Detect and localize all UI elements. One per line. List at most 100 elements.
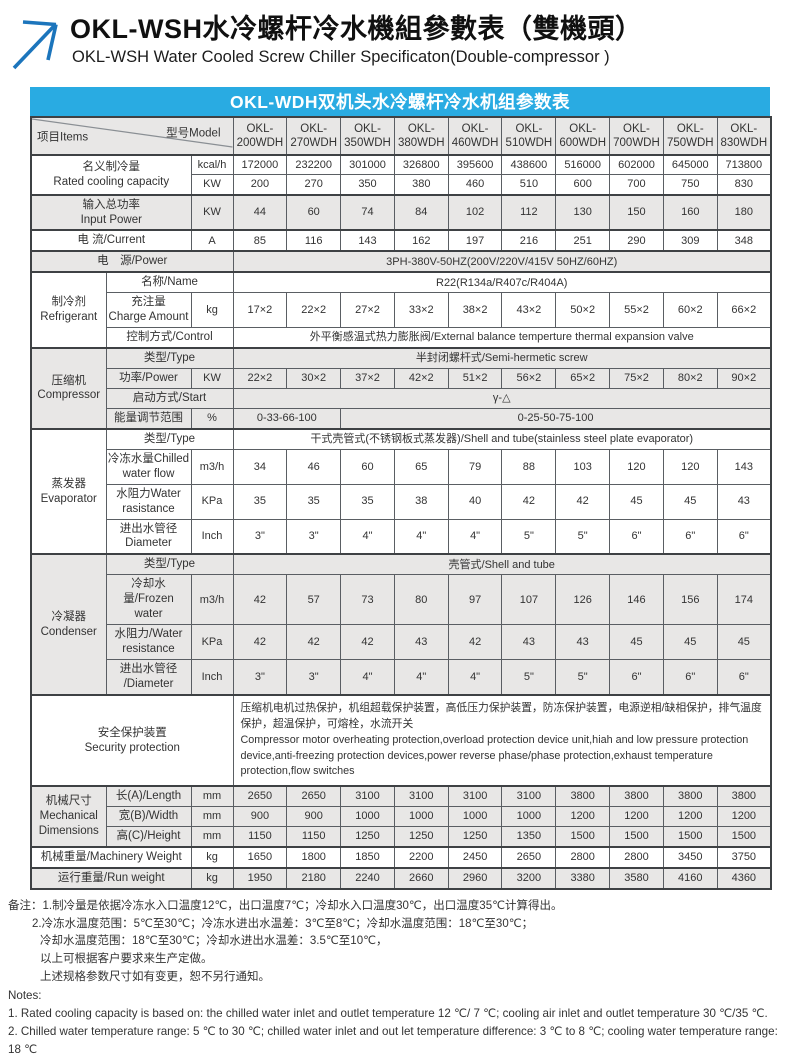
value-cell: 45 — [609, 483, 664, 520]
table-row: 高(C)/Height mm 1150 1150 1250 1250 1250 1350 150… — [31, 825, 772, 848]
table-row: 安全保护装置 Security protection 压缩机电机过热保护，机组超载保… — [30, 693, 772, 787]
value-cell: 3" — [232, 518, 288, 555]
value-cell: 3800 — [609, 785, 664, 808]
page-title-cn: OKL-WSH水冷螺杆冷水機組參數表（雙機頭） — [70, 14, 643, 44]
value-cell: 103 — [555, 448, 611, 485]
value-cell: 4160 — [662, 866, 718, 890]
unit-cell: m3/h — [190, 448, 234, 485]
unit-cell: kg — [190, 845, 234, 869]
value-cell: 35 — [340, 483, 395, 520]
value-cell: 1000 — [447, 806, 503, 827]
value-cell: 172000 — [232, 154, 288, 176]
value-cell: 516000 — [555, 154, 611, 176]
value-cell: 74 — [340, 193, 395, 231]
value-cell: 2650 — [232, 785, 288, 808]
unit-cell: kcal/h — [190, 154, 234, 176]
value-cell: 80×2 — [662, 368, 718, 389]
value-cell: 301000 — [340, 154, 395, 176]
value-cell: 380 — [393, 174, 449, 196]
table-row: 电 源/Power 3PH-380V-50HZ(200V/220V/415V 50… — [30, 250, 772, 273]
merged-value-cell: 干式壳管式(不锈钢板式蒸发器)/Shell and tube(stainless… — [232, 427, 772, 450]
value-cell: 35 — [286, 483, 342, 520]
value-cell: 75×2 — [609, 368, 664, 389]
table-row: 蒸发器 Evaporator 类型/Type 干式壳管式(不锈钢板式蒸发器)/Shel… — [30, 427, 772, 555]
value-cell: 1150 — [286, 825, 342, 848]
value-cell: 44 — [232, 193, 288, 231]
value-cell: 55×2 — [609, 292, 664, 329]
value-cell: 460 — [447, 174, 503, 196]
value-cell: 1250 — [393, 825, 449, 848]
value-cell: 130 — [555, 193, 611, 231]
value-cell: 43 — [555, 624, 611, 661]
value-cell: 3580 — [609, 866, 664, 890]
value-cell: 4" — [447, 659, 503, 696]
table-row: KW 200 270 350 380 460 510 600 700 750 830 — [31, 174, 772, 196]
value-cell: 57 — [286, 574, 342, 626]
table-row: 电 流/Current A 85 116 143 162 197 216 251 290 309 34… — [30, 229, 772, 252]
value-cell: 143 — [340, 229, 395, 252]
value-cell: 700 — [609, 174, 664, 196]
merged-value-cell: 半封闭螺杆式/Semi-hermetic screw — [232, 347, 772, 370]
table-row: 进出水管径 Diameter Inch 3" 3" 4" 4" 4" 5" 5" 6" 6" 6" — [31, 518, 772, 555]
value-cell: 60 — [340, 448, 395, 485]
unit-cell: KPa — [190, 624, 234, 661]
value-cell: 3100 — [393, 785, 449, 808]
value-cell: 1800 — [286, 845, 342, 869]
table-row: 名义制冷量 Rated cooling capacity kcal/h 172000 2… — [30, 154, 772, 196]
value-cell: 4" — [340, 518, 395, 555]
value-cell: 116 — [286, 229, 342, 252]
value-cell: 66×2 — [716, 292, 772, 329]
value-cell: 2650 — [286, 785, 342, 808]
value-cell: 510 — [501, 174, 557, 196]
value-cell: 3" — [286, 659, 342, 696]
value-cell: 30×2 — [286, 368, 342, 389]
value-cell: 326800 — [393, 154, 449, 176]
row-label: 进出水管径/Diameter — [105, 659, 192, 696]
row-label: 控制方式/Control — [105, 327, 234, 349]
unit-cell: mm — [190, 785, 234, 808]
value-cell: 43×2 — [501, 292, 557, 329]
value-cell: 3800 — [555, 785, 611, 808]
value-cell: 4" — [340, 659, 395, 696]
value-cell: 34 — [232, 448, 288, 485]
note-line-cn: 上述规格参数尺寸如有变更，恕不另行通知。 — [40, 971, 270, 984]
row-label: 冷冻水量Chilled water flow — [105, 448, 192, 485]
unit-cell: Inch — [190, 659, 234, 696]
row-label: 冷却水量/Frozen water — [105, 574, 192, 626]
merged-value-cell: 壳管式/Shell and tube — [232, 553, 772, 576]
model-header-cell: OKL- 700WDH — [609, 116, 664, 156]
value-cell: 85 — [232, 229, 288, 252]
note-line-en: 1. Rated cooling capacity is based on: t… — [8, 1006, 768, 1020]
value-cell: 5" — [501, 518, 557, 555]
unit-cell: A — [190, 229, 234, 252]
value-cell: 40 — [447, 483, 503, 520]
value-cell: 42 — [501, 483, 557, 520]
value-cell: 2240 — [340, 866, 395, 890]
row-label: 功率/Power — [105, 368, 192, 389]
table-row: 宽(B)/Width mm 900 900 1000 1000 1000 1000 1200 12… — [31, 806, 772, 827]
value-cell: 146 — [609, 574, 664, 626]
note-line-cn: 以上可根据客户要求来生产定做。 — [40, 953, 213, 966]
row-label: 启动方式/Start — [105, 387, 234, 409]
model-header-cell: OKL- 600WDH — [555, 116, 611, 156]
row-label: 类型/Type — [105, 347, 234, 370]
value-cell: 1500 — [555, 825, 611, 848]
notes-block: 备注：1.制冷量是依据冷冻水入口温度12℃，出口温度7℃；冷却水入口温度30℃，… — [8, 898, 790, 1059]
row-label: 运行重量/Run weight — [30, 866, 192, 890]
value-cell: 3100 — [447, 785, 503, 808]
value-cell: 3750 — [716, 845, 772, 869]
table-row: 机械重量/Machinery Weight kg 1650 1800 1850 2200 2… — [30, 845, 772, 869]
table-row: 压缩机 Compressor 类型/Type 半封闭螺杆式/Semi-hermetic… — [30, 347, 772, 430]
value-cell: 2180 — [286, 866, 342, 890]
unit-cell: KPa — [190, 483, 234, 520]
unit-cell: mm — [190, 806, 234, 827]
value-cell: 5" — [555, 518, 611, 555]
value-cell: 6" — [662, 659, 718, 696]
value-cell: 3800 — [716, 785, 772, 808]
note-line-cn: 2.冷冻水温度范围：5℃至30℃；冷冻水进出水温差：3℃至8℃；冷却水温度范围：… — [32, 917, 534, 930]
model-header-cell: OKL- 750WDH — [662, 116, 718, 156]
spec-table: 项目Items 型号Model OKL- 200WDH OKL- 270WDH OKL- 35… — [30, 116, 772, 890]
value-cell: 4" — [393, 659, 449, 696]
row-label: 宽(B)/Width — [105, 806, 192, 827]
value-cell: 713800 — [716, 154, 772, 176]
